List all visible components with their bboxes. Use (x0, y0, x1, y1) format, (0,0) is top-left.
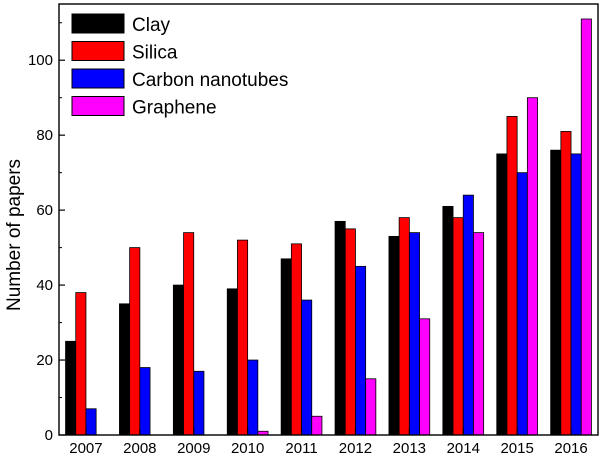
bar-carbon-nanotubes-2009 (193, 370, 205, 436)
bar-carbon-nanotubes-2012 (355, 265, 367, 436)
bar-carbon-nanotubes-2008 (139, 367, 151, 436)
bar-carbon-nanotubes-2013 (408, 232, 420, 436)
x-tick-label-2009: 2009 (177, 440, 210, 457)
x-tick-label-2011: 2011 (285, 440, 317, 457)
x-tick-label-2012: 2012 (339, 440, 372, 457)
bar-carbon-nanotubes-2016 (570, 153, 582, 436)
bar-clay-2009 (172, 284, 184, 436)
bar-silica-2008 (129, 247, 141, 436)
legend-label-graphene: Graphene (132, 98, 217, 119)
bar-silica-2014 (452, 217, 464, 436)
legend-swatch-clay (71, 13, 125, 34)
bar-carbon-nanotubes-2011 (301, 299, 313, 436)
x-tick-label-2014: 2014 (447, 440, 480, 457)
bar-carbon-nanotubes-2014 (462, 194, 474, 436)
bar-clay-2008 (119, 303, 131, 436)
bar-clay-2007 (65, 340, 77, 436)
bar-graphene-2012 (365, 378, 377, 436)
legend-label-silica: Silica (132, 43, 178, 64)
x-tick-label-2008: 2008 (123, 440, 156, 457)
bar-silica-2009 (183, 232, 195, 436)
y-axis-title: Number of papers (4, 159, 25, 311)
bar-silica-2013 (398, 217, 410, 436)
bar-clay-2013 (388, 235, 400, 436)
ticks-group: 0 20 40 60 80 100 2007 2008 2009 2010 2011 2012 2013… (28, 22, 588, 457)
legend: Clay Silica Carbon nanotubes Graphene (71, 13, 288, 119)
plot-frame (58, 3, 599, 436)
legend-label-carbon-nanotubes: Carbon nanotubes (132, 70, 288, 91)
bar-clay-2012 (334, 220, 346, 436)
bar-clay-2015 (496, 153, 508, 436)
bar-clay-2014 (442, 205, 454, 436)
bar-carbon-nanotubes-2015 (516, 172, 528, 436)
y-tick-label-0: 0 (45, 427, 53, 444)
legend-swatch-silica (71, 41, 125, 61)
y-tick-label-40: 40 (36, 277, 53, 294)
legend-swatch-graphene (71, 96, 125, 116)
y-tick-label-20: 20 (36, 352, 53, 369)
bar-carbon-nanotubes-2010 (247, 359, 259, 436)
bar-silica-2012 (344, 228, 356, 436)
bar-silica-2007 (75, 292, 87, 436)
axes-group (58, 3, 599, 436)
y-tick-label-60: 60 (36, 202, 53, 219)
x-tick-label-2010: 2010 (231, 440, 264, 457)
bar-silica-2010 (237, 239, 249, 436)
bar-carbon-nanotubes-2007 (85, 408, 97, 436)
x-tick-label-2013: 2013 (393, 440, 426, 457)
bar-graphene-2015 (526, 97, 538, 436)
y-tick-label-80: 80 (36, 127, 53, 144)
legend-label-clay: Clay (132, 15, 171, 36)
bars-group (65, 18, 592, 436)
bar-clay-2011 (280, 258, 292, 436)
x-tick-label-2015: 2015 (500, 440, 533, 457)
bar-silica-2011 (290, 243, 302, 436)
bar-graphene-2013 (419, 318, 431, 436)
bar-clay-2010 (226, 288, 238, 436)
x-tick-label-2016: 2016 (554, 440, 587, 457)
bar-graphene-2016 (580, 18, 592, 436)
bar-graphene-2011 (311, 415, 323, 436)
y-tick-label-100: 100 (28, 52, 53, 69)
bar-clay-2016 (550, 149, 562, 436)
bar-silica-2015 (506, 116, 518, 436)
bar-graphene-2014 (473, 232, 485, 436)
x-tick-label-2007: 2007 (69, 440, 102, 457)
bar-silica-2016 (560, 131, 572, 436)
legend-swatch-carbon-nanotubes (71, 68, 125, 89)
